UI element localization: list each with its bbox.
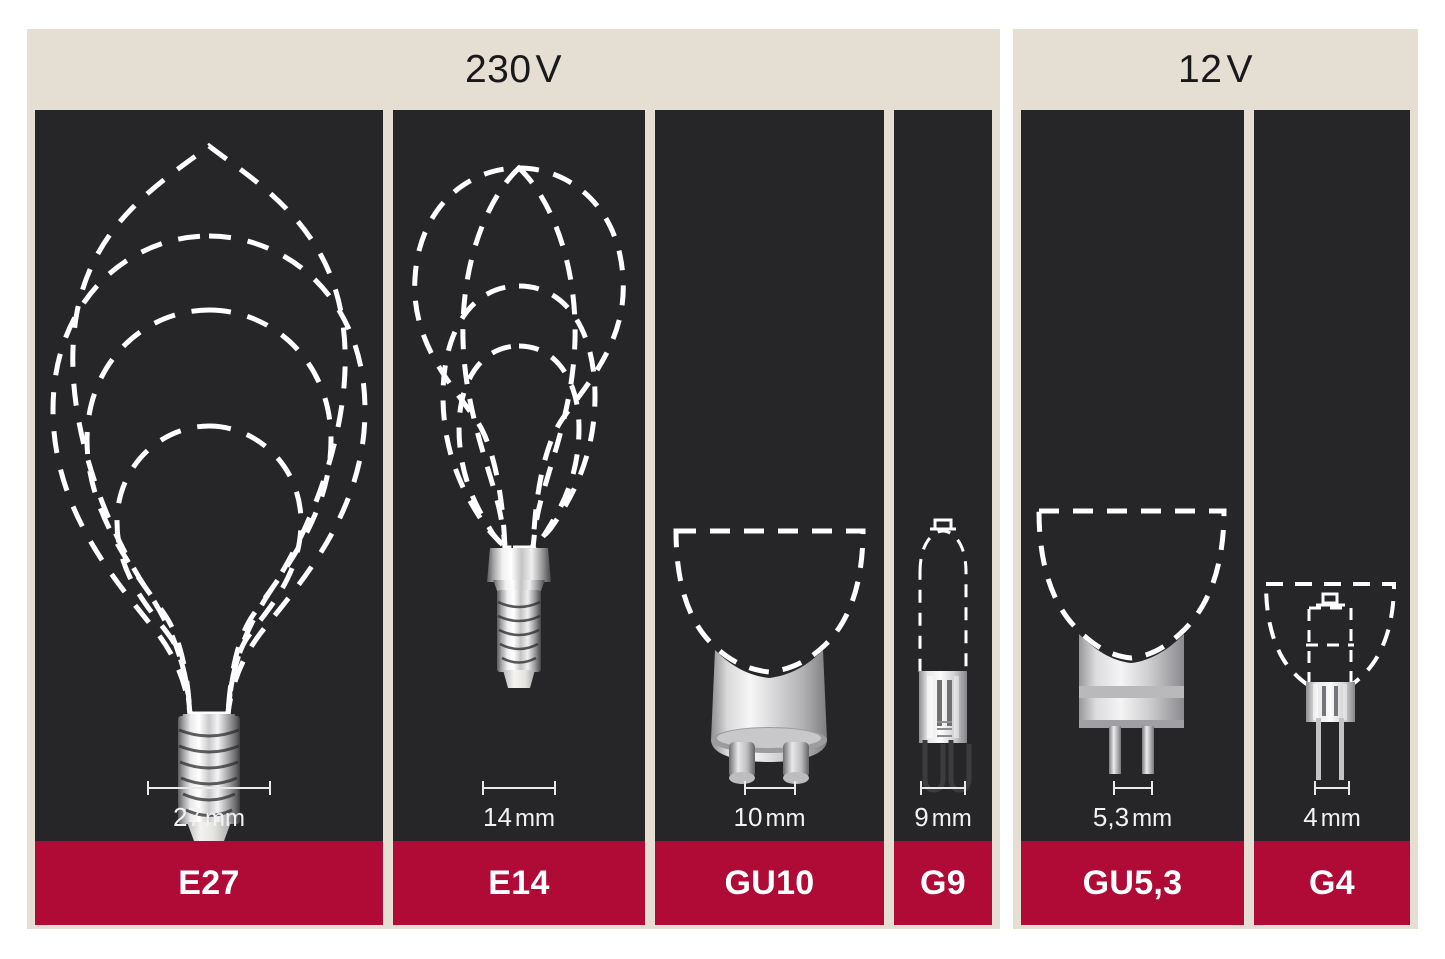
base-label-g9: G9 [920, 863, 966, 902]
measure-ruler-g4 [1254, 781, 1410, 795]
bulb-outline-gu10-svg [673, 528, 866, 784]
base-label-gu10: GU10 [724, 863, 815, 902]
group-header-12v: 12 V [1013, 29, 1418, 111]
bulb-outline-e14-svg [412, 164, 626, 688]
measure-ruler-gu10 [655, 781, 884, 795]
voltage-value: 12 [1178, 48, 1223, 91]
measure-ruler-gu53 [1021, 781, 1244, 795]
group-header-230v: 230 V [27, 29, 1000, 111]
diameter-unit: mm [765, 805, 806, 832]
diameter-value: 9 [914, 802, 929, 832]
diameter-value: 10 [733, 802, 763, 832]
socket-column-gu53[interactable]: 5,3 mm GU5,3 [1021, 110, 1244, 925]
base-band-g9: G9 [894, 841, 992, 925]
gu10-pins [729, 742, 809, 784]
g4-glass-base [1306, 682, 1355, 722]
base-label-g4: G4 [1309, 863, 1355, 902]
measure-ruler-e14 [393, 781, 645, 795]
base-band-e14: E14 [393, 841, 645, 925]
measure-label-gu10: 10 mm [655, 802, 884, 833]
base-band-gu53: GU5,3 [1021, 841, 1244, 925]
bulb-outline-gu53-svg [1036, 508, 1227, 774]
voltage-value: 230 [464, 48, 532, 91]
measure-label-gu53: 5,3 mm [1021, 802, 1244, 833]
group-header-label-12v: 12 V [1178, 48, 1253, 92]
socket-column-e27[interactable]: 27 mm E27 [35, 110, 383, 925]
group-header-label-230v: 230 V [465, 48, 562, 92]
e27-screw-base [178, 714, 240, 841]
bulb-illustration-e14: 14 mm [393, 110, 645, 841]
measure-label-g9: 9 mm [894, 802, 992, 833]
diameter-value: 27 [173, 802, 202, 832]
diameter-value: 5,3 [1092, 802, 1130, 832]
diameter-unit: mm [204, 805, 245, 832]
socket-column-g9[interactable]: 9 mm G9 [894, 110, 992, 925]
diameter-value: 4 [1303, 802, 1318, 832]
g4-pins [1316, 718, 1344, 780]
gu53-pins [1109, 726, 1154, 774]
bulb-illustration-g9: 9 mm [894, 110, 992, 841]
bulb-illustration-gu10: 10 mm [655, 110, 884, 841]
measure-label-g4: 4 mm [1254, 802, 1410, 833]
gu10-base-body [711, 650, 827, 762]
base-label-gu53: GU5,3 [1082, 863, 1183, 902]
e14-screw-base [487, 548, 551, 688]
voltage-unit: V [535, 48, 563, 91]
socket-column-g4[interactable]: 4 mm G4 [1254, 110, 1410, 925]
bulb-illustration-e27: 27 mm [35, 110, 383, 841]
bulb-illustration-g4: 4 mm [1254, 110, 1410, 841]
g9-tip-nib [930, 518, 956, 531]
diameter-value: 14 [483, 802, 512, 832]
bulb-outline-g9-svg [918, 518, 972, 793]
socket-column-gu10[interactable]: 10 mm GU10 [655, 110, 884, 925]
measure-label-e27: 27 mm [35, 802, 383, 833]
bulb-outline-g4-svg [1263, 582, 1397, 780]
socket-column-e14[interactable]: 14 mm E14 [393, 110, 645, 925]
base-label-e14: E14 [488, 863, 550, 902]
g4-tip-nib [1316, 592, 1345, 607]
bulb-outline-e27-svg [50, 142, 368, 841]
diameter-unit: mm [514, 805, 555, 832]
base-band-gu10: GU10 [655, 841, 884, 925]
measure-ruler-g9 [894, 781, 992, 795]
diameter-unit: mm [931, 805, 972, 832]
base-label-e27: E27 [178, 863, 240, 902]
diameter-unit: mm [1132, 805, 1173, 832]
base-band-g4: G4 [1254, 841, 1410, 925]
measure-label-e14: 14 mm [393, 802, 645, 833]
voltage-unit: V [1226, 48, 1253, 91]
bulb-illustration-gu53: 5,3 mm [1021, 110, 1244, 841]
gu53-base-body [1079, 634, 1184, 728]
g9-glass-base [919, 671, 967, 743]
base-band-e27: E27 [35, 841, 383, 925]
measure-ruler-e27 [35, 781, 383, 795]
diameter-unit: mm [1320, 805, 1361, 832]
g9-loop-pins [922, 740, 972, 793]
